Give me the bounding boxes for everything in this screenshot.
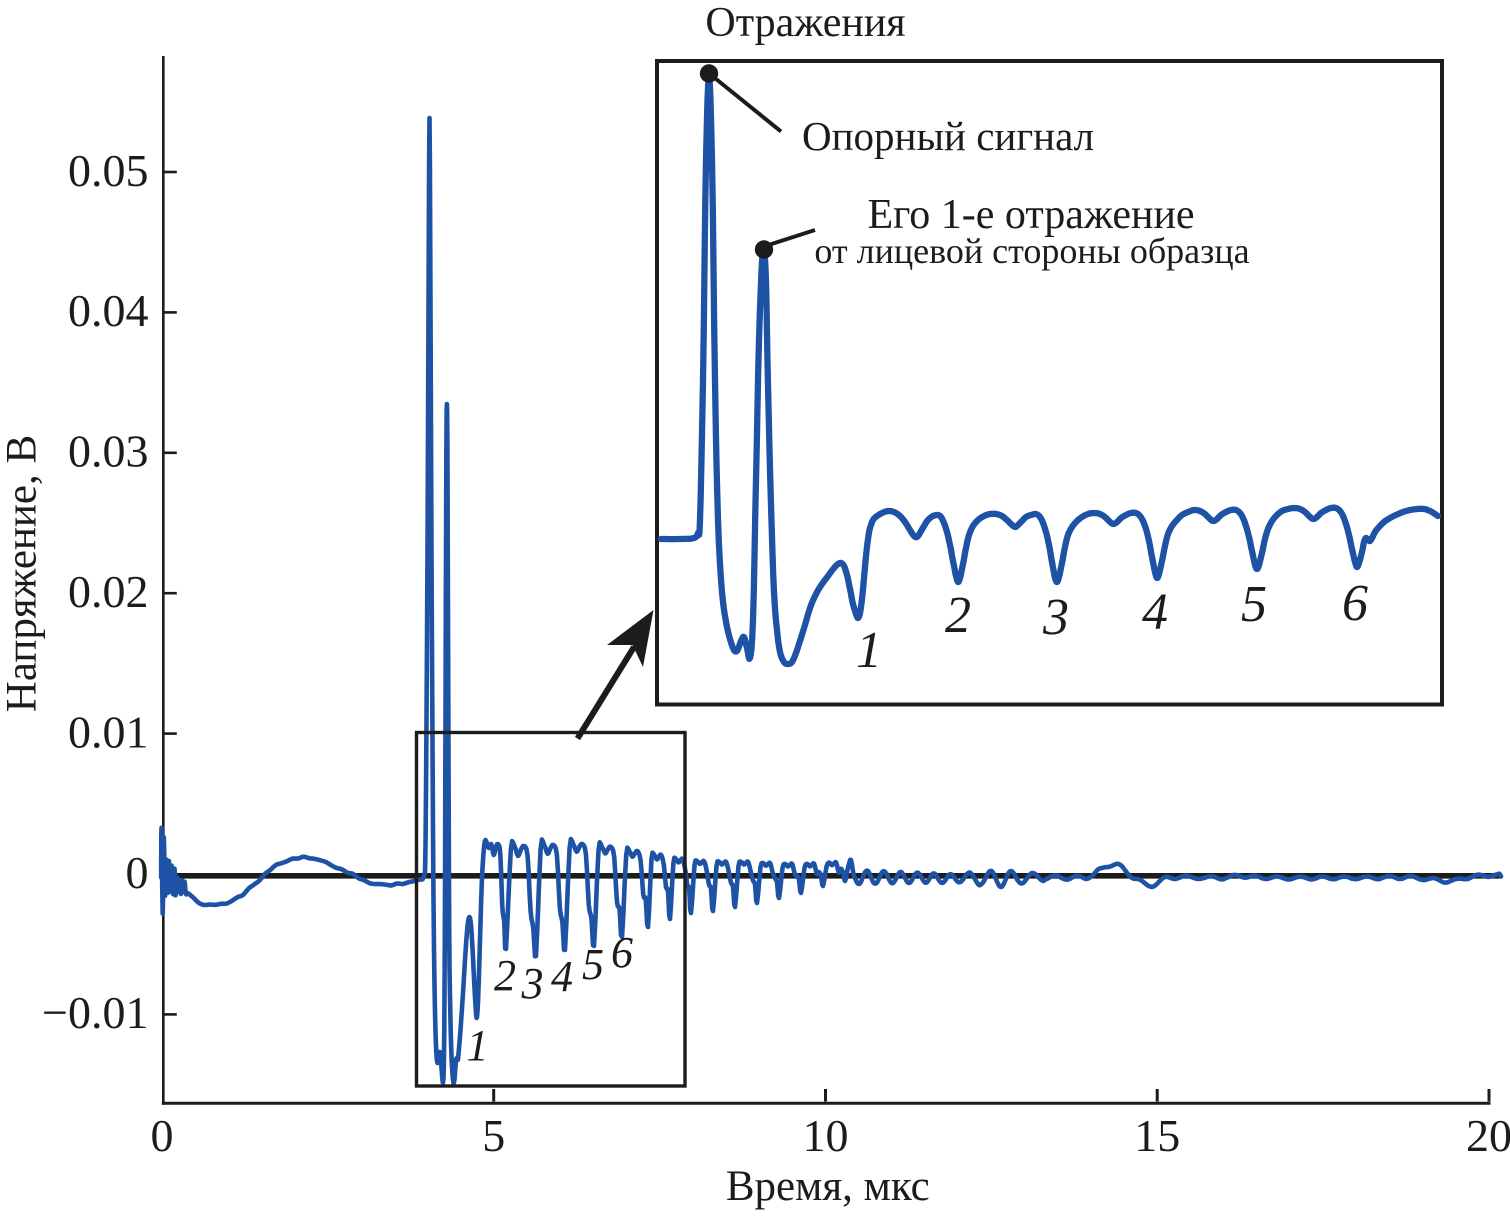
svg-text:0: 0 [151,1110,174,1161]
svg-text:от лицевой стороны образца: от лицевой стороны образца [814,231,1249,271]
svg-text:Опорный сигнал: Опорный сигнал [802,113,1094,159]
svg-text:0.03: 0.03 [68,426,149,477]
svg-text:5: 5 [482,1110,505,1161]
svg-text:1: 1 [467,1021,489,1070]
svg-text:5: 5 [1241,576,1267,633]
svg-text:0.04: 0.04 [68,285,149,336]
svg-text:Время, мкс: Время, мкс [726,1163,930,1210]
svg-text:3: 3 [521,959,544,1008]
svg-text:0.05: 0.05 [68,145,149,196]
svg-text:Напряжение, В: Напряжение, В [0,435,46,712]
svg-text:6: 6 [1342,575,1368,632]
svg-text:3: 3 [1042,589,1069,646]
svg-text:5: 5 [582,940,604,989]
svg-text:Отражения: Отражения [705,0,905,46]
svg-text:2: 2 [945,587,971,644]
svg-text:0.01: 0.01 [68,706,149,757]
svg-text:0: 0 [126,847,149,898]
svg-text:15: 15 [1134,1110,1180,1161]
svg-text:6: 6 [611,928,633,977]
svg-text:Его 1-е отражение: Его 1-е отражение [867,192,1194,238]
svg-text:20: 20 [1466,1110,1510,1161]
svg-text:10: 10 [803,1110,849,1161]
svg-text:0.02: 0.02 [68,566,149,617]
svg-text:1: 1 [856,622,882,679]
svg-text:2: 2 [494,951,516,1000]
svg-text:4: 4 [1142,584,1168,641]
svg-text:4: 4 [551,952,573,1001]
svg-text:−0.01: −0.01 [42,987,148,1038]
